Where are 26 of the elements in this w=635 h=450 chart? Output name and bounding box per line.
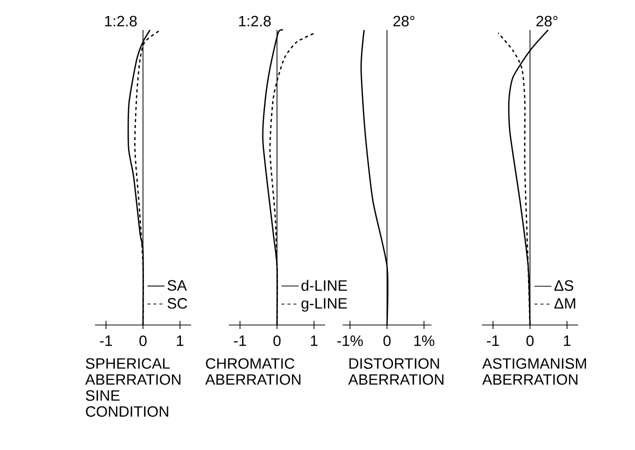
x-axis-title: DISTORTION ABERRATION [348, 358, 444, 385]
legend-label: g-LINE [302, 298, 347, 312]
x-axis-title: SPHERICAL ABERRATION SINE CONDITION [85, 358, 180, 417]
x-tick-label: 1 [310, 336, 318, 346]
x-tick-label: 0 [139, 336, 147, 346]
legend-label: SA [168, 280, 187, 291]
legend-label: d-LINE [302, 280, 347, 291]
text: 1:2.8 [239, 16, 271, 26]
legend-label: ΔS [554, 280, 574, 291]
x-tick-label: -1 [234, 336, 246, 346]
text: 1:2.8 [105, 16, 137, 26]
x-tick-label: -1 [487, 336, 499, 346]
legend-label: SC [168, 298, 188, 309]
text: 28° [393, 16, 414, 26]
x-tick-label: 0 [273, 336, 281, 346]
x-tick-label: -1 [100, 336, 112, 346]
x-axis-title: CHROMATIC ABERRATION [205, 358, 300, 385]
x-tick-label: 1 [564, 336, 570, 346]
x-tick-label: 1 [176, 336, 184, 346]
x-tick-label: -1% [337, 336, 363, 346]
text: 28° [536, 16, 558, 26]
legend-label: ΔM [554, 298, 576, 309]
x-tick-label: 0 [383, 336, 391, 346]
x-axis-title: ASTIGMANISM ABERRATION [482, 358, 586, 385]
x-tick-label: 1% [414, 336, 434, 346]
x-tick-label: 0 [526, 336, 534, 346]
